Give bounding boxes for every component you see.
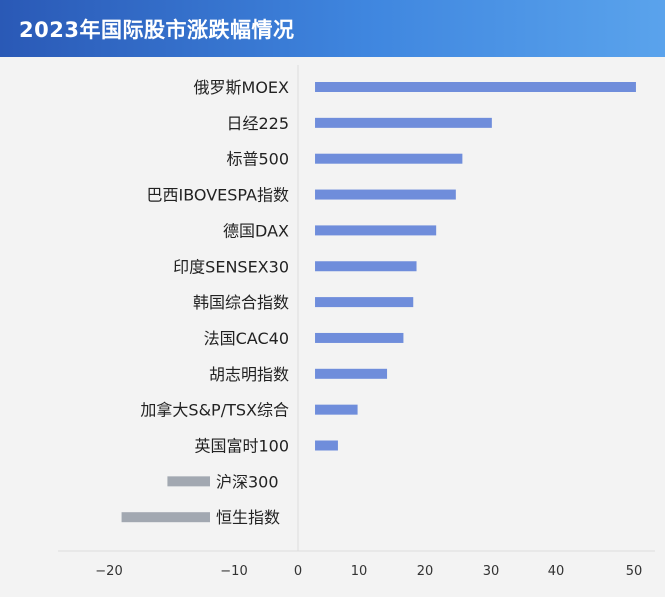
bar-12 xyxy=(121,512,210,523)
category-label-3: 巴西IBOVESPA指数 xyxy=(146,186,289,205)
category-label-7: 法国CAC40 xyxy=(204,329,289,348)
chart-title: 2023年国际股市涨跌幅情况 xyxy=(19,18,295,42)
bar-1 xyxy=(315,117,492,128)
category-label-9: 加拿大S&P/TSX综合 xyxy=(140,401,289,420)
category-label-8: 胡志明指数 xyxy=(209,365,289,384)
bar-7 xyxy=(315,332,404,343)
bar-10 xyxy=(315,440,338,451)
category-label-5: 印度SENSEX30 xyxy=(173,257,289,276)
bar-8 xyxy=(315,368,388,379)
category-label-1: 日经225 xyxy=(226,114,289,133)
bar-9 xyxy=(315,404,358,415)
x-tick-label-4: 20 xyxy=(417,564,434,579)
bar-2 xyxy=(315,153,463,164)
category-label-4: 德国DAX xyxy=(223,221,289,240)
x-tick-label-6: 40 xyxy=(548,564,565,579)
category-label-10: 英国富时100 xyxy=(194,437,289,456)
bar-4 xyxy=(315,225,437,236)
bar-5 xyxy=(315,261,417,272)
chart-header: 2023年国际股市涨跌幅情况 xyxy=(0,0,665,57)
category-label-6: 韩国综合指数 xyxy=(193,293,289,312)
x-tick-label-5: 30 xyxy=(483,564,500,579)
x-tick-label-1: −10 xyxy=(220,564,247,579)
bar-6 xyxy=(315,297,414,308)
category-label-11: 沪深300 xyxy=(216,472,279,491)
x-tick-label-2: 0 xyxy=(294,564,302,579)
x-tick-label-7: 50 xyxy=(626,564,643,579)
category-label-2: 标普500 xyxy=(226,150,289,169)
bar-0 xyxy=(315,82,636,92)
x-tick-label-0: −20 xyxy=(95,564,122,579)
bar-3 xyxy=(315,189,456,200)
category-label-0: 俄罗斯MOEX xyxy=(194,78,290,97)
bar-11 xyxy=(167,476,210,487)
x-tick-label-3: 10 xyxy=(351,564,368,579)
category-label-12: 恒生指数 xyxy=(216,508,280,527)
